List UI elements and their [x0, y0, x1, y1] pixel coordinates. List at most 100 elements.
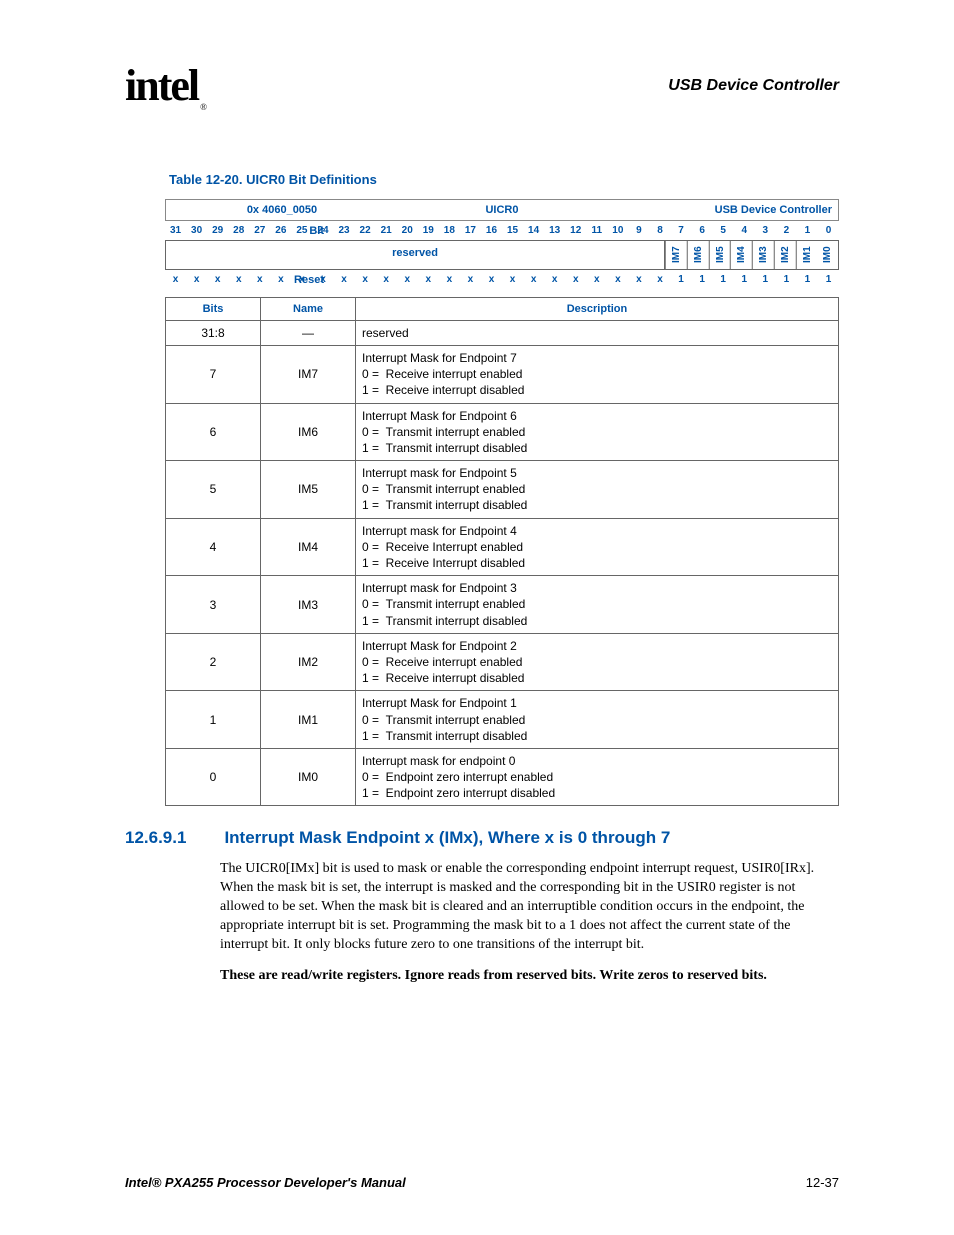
bit-number: 29 [207, 221, 228, 240]
bit-number: 5 [713, 221, 734, 240]
page-footer: Intel® PXA255 Processor Developer's Manu… [125, 1175, 839, 1190]
bit-number: 30 [186, 221, 207, 240]
table-caption: Table 12-20. UICR0 Bit Definitions [169, 172, 839, 187]
cell-name: IM6 [261, 403, 356, 461]
reset-value: 1 [776, 270, 797, 289]
bit-definition-table: Bits Name Description 31:8—reserved7IM7I… [165, 297, 839, 807]
field-im6: IM6 [687, 241, 709, 269]
table-row: 7IM7Interrupt Mask for Endpoint 70 = Rec… [166, 345, 839, 403]
reset-value-row: xxxxxxxxxxxxxxxxxxxxxxxx11111111 [165, 270, 839, 289]
reset-value: x [186, 270, 207, 289]
cell-bits: 1 [166, 691, 261, 749]
field-im4: IM4 [730, 241, 752, 269]
table-row: 31:8—reserved [166, 320, 839, 345]
bit-number: 13 [544, 221, 565, 240]
reset-value: x [418, 270, 439, 289]
section-note: These are read/write registers. Ignore r… [220, 967, 839, 986]
bit-number: 21 [376, 221, 397, 240]
cell-name: IM1 [261, 691, 356, 749]
cell-bits: 31:8 [166, 320, 261, 345]
bit-number: 0 [818, 221, 839, 240]
reset-value: x [334, 270, 355, 289]
reset-value: 1 [713, 270, 734, 289]
reset-value: 1 [734, 270, 755, 289]
bit-number: 18 [439, 221, 460, 240]
cell-name: IM3 [261, 576, 356, 634]
register-name: UICR0 [392, 204, 612, 216]
cell-desc: Interrupt mask for Endpoint 40 = Receive… [356, 518, 839, 576]
bit-number: 27 [249, 221, 270, 240]
table-row: 0IM0Interrupt mask for endpoint 00 = End… [166, 748, 839, 806]
table-row: 6IM6Interrupt Mask for Endpoint 60 = Tra… [166, 403, 839, 461]
intel-logo: intel® [125, 60, 205, 112]
col-desc: Description [356, 297, 839, 320]
reset-value: x [649, 270, 670, 289]
cell-bits: 6 [166, 403, 261, 461]
bit-number: 6 [692, 221, 713, 240]
cell-desc: Interrupt Mask for Endpoint 10 = Transmi… [356, 691, 839, 749]
bit-number: 11 [586, 221, 607, 240]
bit-number: 10 [607, 221, 628, 240]
field-im7: IM7 [665, 241, 687, 269]
reset-value: x [228, 270, 249, 289]
register-address: 0x 4060_0050 [172, 204, 392, 216]
bit-number: 15 [502, 221, 523, 240]
register-header-row: 0x 4060_0050 UICR0 USB Device Controller [165, 199, 839, 221]
reset-value: 1 [692, 270, 713, 289]
cell-desc: Interrupt Mask for Endpoint 60 = Transmi… [356, 403, 839, 461]
col-name: Name [261, 297, 356, 320]
bit-row-label: Bit [288, 225, 324, 237]
table-row: 5IM5Interrupt mask for Endpoint 50 = Tra… [166, 461, 839, 519]
section-title: Interrupt Mask Endpoint x (IMx), Where x… [224, 828, 670, 848]
col-bits: Bits [166, 297, 261, 320]
cell-desc: Interrupt Mask for Endpoint 20 = Receive… [356, 633, 839, 691]
reset-value: x [607, 270, 628, 289]
bit-number: 28 [228, 221, 249, 240]
cell-bits: 2 [166, 633, 261, 691]
reset-value: x [439, 270, 460, 289]
cell-desc: Interrupt mask for endpoint 00 = Endpoin… [356, 748, 839, 806]
bit-number: 16 [481, 221, 502, 240]
field-im2: IM2 [774, 241, 796, 269]
cell-name: IM0 [261, 748, 356, 806]
bit-number: 19 [418, 221, 439, 240]
section-number: 12.6.9.1 [125, 828, 186, 848]
footer-manual: Intel® PXA255 Processor Developer's Manu… [125, 1175, 406, 1190]
bit-number: 2 [776, 221, 797, 240]
reset-value: 1 [671, 270, 692, 289]
reset-value: x [481, 270, 502, 289]
cell-desc: Interrupt Mask for Endpoint 70 = Receive… [356, 345, 839, 403]
table-row: 2IM2Interrupt Mask for Endpoint 20 = Rec… [166, 633, 839, 691]
footer-page: 12-37 [806, 1175, 839, 1190]
reset-value: x [460, 270, 481, 289]
reset-value: x [207, 270, 228, 289]
reset-value: 1 [797, 270, 818, 289]
cell-name: IM7 [261, 345, 356, 403]
reset-value: x [397, 270, 418, 289]
register-module: USB Device Controller [612, 204, 832, 216]
register-diagram: 0x 4060_0050 UICR0 USB Device Controller… [165, 199, 839, 807]
bit-number: 20 [397, 221, 418, 240]
reset-value: x [544, 270, 565, 289]
page-header: intel® USB Device Controller [125, 60, 839, 112]
table-row: 3IM3Interrupt mask for Endpoint 30 = Tra… [166, 576, 839, 634]
section-paragraph: The UICR0[IMx] bit is used to mask or en… [220, 860, 839, 954]
bit-number: 23 [334, 221, 355, 240]
bit-number: 9 [628, 221, 649, 240]
cell-name: IM5 [261, 461, 356, 519]
cell-desc: reserved [356, 320, 839, 345]
bit-number: 3 [755, 221, 776, 240]
cell-desc: Interrupt mask for Endpoint 30 = Transmi… [356, 576, 839, 634]
reset-value: x [628, 270, 649, 289]
bit-number: 14 [523, 221, 544, 240]
cell-bits: 4 [166, 518, 261, 576]
field-im5: IM5 [709, 241, 731, 269]
reset-value: x [165, 270, 186, 289]
field-im0: IM0 [817, 241, 838, 269]
cell-name: — [261, 320, 356, 345]
bit-fields-row: reserved IM7 IM6 IM5 IM4 IM3 IM2 IM1 IM0 [165, 240, 839, 270]
field-im1: IM1 [796, 241, 818, 269]
cell-name: IM4 [261, 518, 356, 576]
reset-value: x [586, 270, 607, 289]
cell-bits: 7 [166, 345, 261, 403]
